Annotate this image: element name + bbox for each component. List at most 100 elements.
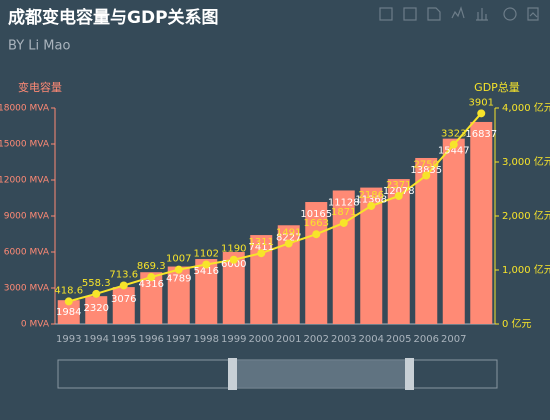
tool-bar[interactable] bbox=[476, 8, 488, 21]
y-tick-label: 6000 MVA bbox=[4, 248, 50, 258]
bar bbox=[57, 300, 80, 324]
y-tick-label: 18000 MVA bbox=[0, 104, 50, 114]
zoom-handle[interactable] bbox=[228, 358, 237, 390]
bar bbox=[222, 252, 245, 324]
gdp-point bbox=[64, 297, 73, 306]
chart-title: 成都变电容量与GDP关系图 bbox=[8, 7, 219, 28]
bar bbox=[387, 179, 410, 324]
bar bbox=[332, 190, 355, 324]
y2-axis-title: GDP总量 bbox=[474, 80, 520, 94]
gdp-point bbox=[147, 273, 156, 282]
bar-value-label: 3076 bbox=[111, 294, 136, 305]
bar-value-label: 6000 bbox=[221, 259, 246, 270]
x-tick-label: 2002 bbox=[304, 334, 329, 345]
gdp-point bbox=[449, 140, 458, 149]
tool-zoom-reset[interactable] bbox=[403, 7, 417, 21]
data-zoom[interactable] bbox=[57, 358, 498, 390]
bar bbox=[112, 287, 135, 324]
bar bbox=[442, 138, 465, 324]
gdp-value-label: 1491 bbox=[276, 227, 301, 238]
x-tick-label: 2006 bbox=[414, 334, 439, 345]
gdp-point bbox=[422, 171, 431, 180]
y2-tick-label: 0 亿元 bbox=[502, 317, 532, 330]
y2-tick-label: 3,000 亿元 bbox=[502, 155, 550, 168]
x-tick-label: 2000 bbox=[249, 334, 274, 345]
gdp-value-label: 713.6 bbox=[109, 269, 138, 280]
x-tick-label: 2003 bbox=[331, 334, 356, 345]
bar-value-label: 13835 bbox=[410, 165, 442, 176]
bar bbox=[250, 235, 273, 324]
tool-line[interactable] bbox=[451, 6, 465, 19]
y-tick-label: 12000 MVA bbox=[0, 176, 50, 186]
bar bbox=[140, 272, 163, 324]
zoom-window[interactable] bbox=[233, 360, 409, 388]
bar-value-label: 15447 bbox=[438, 146, 470, 157]
gdp-value-label: 558.3 bbox=[82, 278, 111, 289]
toolbox[interactable] bbox=[379, 6, 539, 21]
gdp-point bbox=[339, 218, 348, 227]
gdp-value-label: 1007 bbox=[166, 254, 191, 265]
tool-data-view[interactable] bbox=[427, 7, 441, 21]
bar-value-label: 11368 bbox=[355, 195, 387, 206]
zoom-handle[interactable] bbox=[405, 358, 414, 390]
x-tick-label: 1996 bbox=[139, 334, 164, 345]
x-tick-label: 1994 bbox=[84, 334, 109, 345]
x-tick-label: 2005 bbox=[386, 334, 411, 345]
bar bbox=[195, 259, 218, 324]
gdp-point bbox=[477, 109, 486, 118]
bar-value-label: 16837 bbox=[465, 129, 497, 140]
tool-restore[interactable] bbox=[503, 7, 517, 21]
gdp-value-label: 869.3 bbox=[137, 261, 166, 272]
bar-value-label: 12078 bbox=[383, 186, 415, 197]
tool-zoom[interactable] bbox=[379, 7, 393, 21]
bar-value-label: 7411 bbox=[249, 242, 274, 253]
bar-value-label: 4316 bbox=[139, 279, 164, 290]
y-axis-title: 变电容量 bbox=[18, 80, 62, 94]
bar bbox=[415, 157, 438, 324]
gdp-value-label: 1663 bbox=[304, 218, 329, 229]
bar bbox=[360, 187, 383, 324]
gdp-point bbox=[312, 230, 321, 239]
gdp-point bbox=[284, 239, 293, 248]
x-tick-label: 2007 bbox=[441, 334, 466, 345]
x-tick-label: 1995 bbox=[111, 334, 136, 345]
gdp-value-label: 1871 bbox=[331, 207, 356, 218]
bar-value-label: 5416 bbox=[194, 266, 219, 277]
gdp-point bbox=[202, 260, 211, 269]
x-tick-label: 2004 bbox=[359, 334, 384, 345]
bar bbox=[470, 121, 493, 325]
bar-value-label: 8227 bbox=[276, 232, 301, 243]
chart-subtitle: BY Li Mao bbox=[8, 39, 70, 54]
gdp-value-label: 2371 bbox=[386, 180, 411, 191]
gdp-point bbox=[257, 249, 266, 258]
gdp-value-label: 3901 bbox=[469, 97, 494, 108]
gdp-value-label: 418.6 bbox=[54, 285, 83, 296]
gdp-point bbox=[394, 191, 403, 200]
y-tick-label: 9000 MVA bbox=[4, 212, 50, 222]
x-tick-label: 1997 bbox=[166, 334, 191, 345]
y-tick-label: 15000 MVA bbox=[0, 140, 50, 150]
gdp-point bbox=[119, 281, 128, 290]
gdp-value-label: 1102 bbox=[194, 248, 219, 259]
bar-value-label: 1984 bbox=[56, 307, 81, 318]
gdp-value-label: 3323 bbox=[441, 129, 466, 140]
x-tick-label: 1993 bbox=[56, 334, 81, 345]
bar-value-label: 2320 bbox=[84, 303, 109, 314]
bar bbox=[167, 266, 190, 324]
bar-value-label: 10165 bbox=[300, 209, 332, 220]
tool-save[interactable] bbox=[527, 7, 539, 21]
gdp-point bbox=[92, 289, 101, 298]
gdp-point bbox=[229, 255, 238, 264]
bar bbox=[277, 225, 300, 324]
gdp-value-label: 1311 bbox=[249, 237, 274, 248]
gdp-value-label: 2750 bbox=[414, 160, 439, 171]
bar-value-label: 11128 bbox=[328, 197, 360, 208]
x-tick-label: 2001 bbox=[276, 334, 301, 345]
bar-value-label: 4789 bbox=[166, 274, 191, 285]
gdp-point bbox=[174, 265, 183, 274]
bar bbox=[85, 296, 108, 324]
gdp-line bbox=[68, 112, 483, 303]
gdp-value-label: 1190 bbox=[221, 244, 246, 255]
y-tick-label: 0 MVA bbox=[21, 320, 50, 330]
